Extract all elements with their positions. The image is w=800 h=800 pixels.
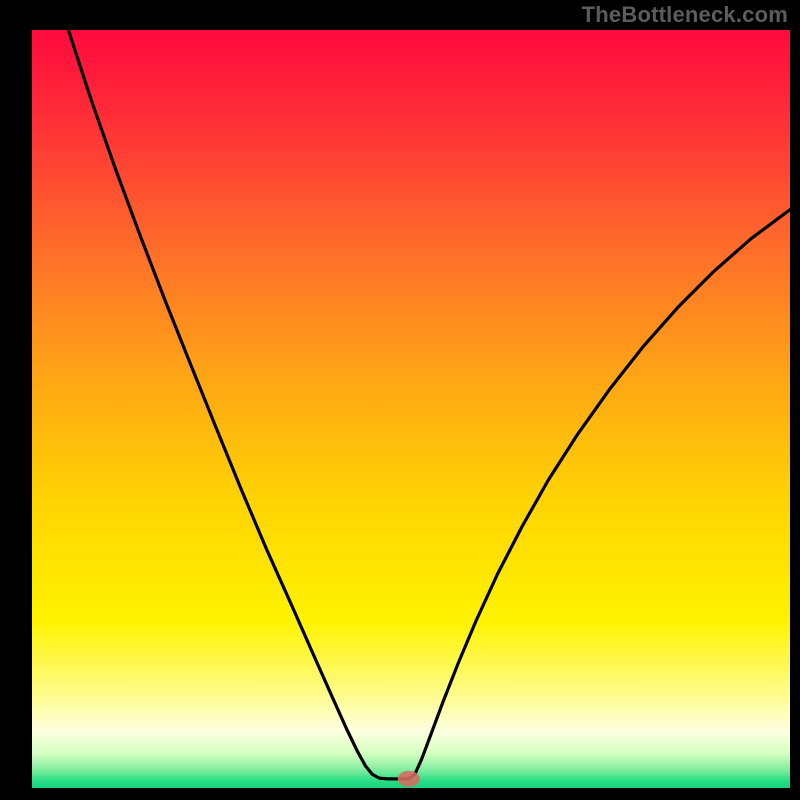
plot-background [32,30,790,788]
bottleneck-chart [0,0,800,800]
optimum-marker [398,771,420,787]
watermark-text: TheBottleneck.com [582,2,788,28]
